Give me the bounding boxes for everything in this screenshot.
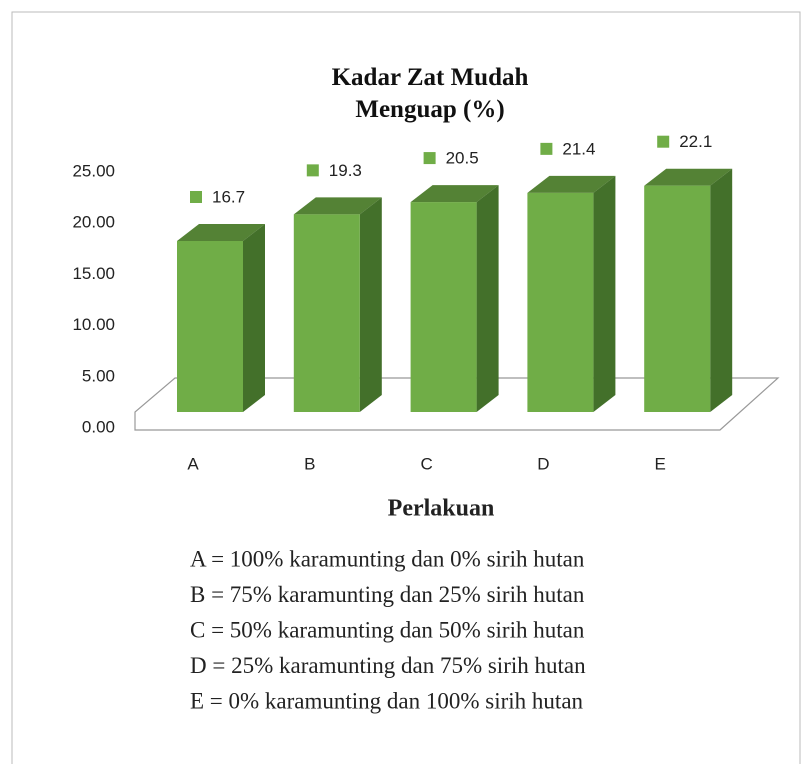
value-label: 20.5 xyxy=(446,149,479,168)
x-tick-label: D xyxy=(537,454,549,473)
value-label: 19.3 xyxy=(329,161,362,180)
value-label: 21.4 xyxy=(562,139,595,158)
x-tick-label: E xyxy=(655,454,666,473)
y-tick-label: 25.00 xyxy=(72,161,115,180)
bar-side xyxy=(243,223,265,412)
label-marker xyxy=(657,135,670,148)
note: A = 100% karamunting dan 0% sirih hutan xyxy=(190,546,585,571)
bar-top xyxy=(177,223,265,241)
y-tick-label: 5.00 xyxy=(82,366,115,385)
bar-top xyxy=(644,168,733,186)
chart-border xyxy=(11,11,801,764)
bar-side xyxy=(710,168,733,412)
bar-top xyxy=(293,197,382,215)
note: C = 50% karamunting dan 50% sirih hutan xyxy=(190,617,585,642)
x-tick-label: C xyxy=(420,454,432,473)
label-marker xyxy=(190,190,202,203)
note: E = 0% karamunting dan 100% sirih hutan xyxy=(190,688,584,713)
label-marker xyxy=(540,142,553,155)
bar xyxy=(644,185,711,412)
bar xyxy=(410,202,477,412)
y-tick-label: 15.00 xyxy=(72,264,115,283)
note: D = 25% karamunting dan 75% sirih hutan xyxy=(190,653,586,678)
value-label: 22.1 xyxy=(679,132,712,151)
bar-side xyxy=(593,175,616,412)
label-marker xyxy=(423,152,436,165)
x-axis-label: Perlakuan xyxy=(388,496,495,522)
bar-top xyxy=(410,185,499,203)
x-tick-label: B xyxy=(304,454,315,473)
bar xyxy=(177,240,243,412)
y-tick-label: 10.00 xyxy=(72,315,115,334)
y-tick-label: 0.00 xyxy=(82,417,115,436)
bar xyxy=(527,192,594,412)
chart-title: Kadar Zat Mudah Menguap (%) xyxy=(331,64,529,123)
bar xyxy=(293,214,360,412)
value-label: 16.7 xyxy=(212,187,245,206)
label-marker xyxy=(306,164,319,177)
bar-top xyxy=(527,175,616,193)
note: B = 75% karamunting dan 25% sirih hutan xyxy=(190,582,585,607)
y-tick-label: 20.00 xyxy=(72,213,115,232)
x-tick-label: A xyxy=(187,454,199,473)
bar-side xyxy=(359,197,382,412)
bar-side xyxy=(476,185,499,412)
